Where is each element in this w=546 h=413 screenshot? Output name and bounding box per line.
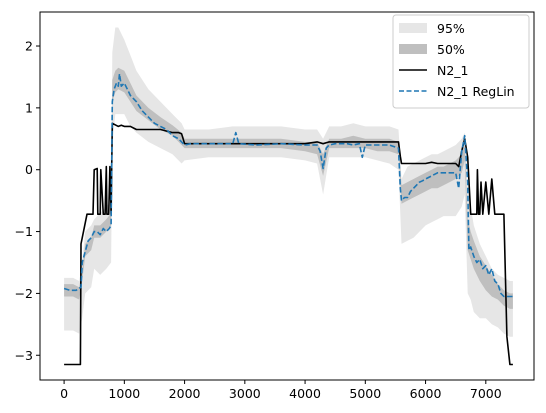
x-tick-label: 4000 <box>289 386 321 401</box>
series-line-n2-1-reglin <box>63 73 513 298</box>
legend-box <box>392 14 530 109</box>
x-tick-label: 6000 <box>410 386 442 401</box>
legend-label: 95% <box>437 21 465 36</box>
y-tick-label: 0 <box>25 162 33 177</box>
x-tick-label: 5000 <box>349 386 381 401</box>
x-axis: 0 1000 2000 3000 4000 5000 6000 7000 <box>60 380 502 401</box>
axes-frame <box>39 11 535 381</box>
band-50 <box>64 67 513 309</box>
plot-area <box>63 27 513 366</box>
confidence-bands <box>64 27 513 337</box>
y-tick-label: −2 <box>15 286 33 301</box>
x-tick-label: 2000 <box>169 386 201 401</box>
legend-label: N2_1 RegLin <box>437 84 515 99</box>
legend-swatch-band50 <box>399 44 427 54</box>
x-tick-label: 7000 <box>470 386 502 401</box>
legend-swatch-band95 <box>399 23 427 33</box>
legend-label: 50% <box>437 42 465 57</box>
y-tick-label: −3 <box>15 348 33 363</box>
x-tick-label: 3000 <box>229 386 261 401</box>
y-axis: −3 −2 −1 0 1 2 <box>15 39 40 363</box>
legend-item: 95% <box>399 21 465 36</box>
x-tick-label: 1000 <box>108 386 140 401</box>
y-tick-label: −1 <box>15 224 33 239</box>
y-tick-label: 2 <box>25 39 33 54</box>
legend-item: N2_1 <box>399 63 469 78</box>
legend-item: 50% <box>399 42 465 57</box>
legend-item: N2_1 RegLin <box>399 84 515 99</box>
x-tick-label: 0 <box>60 386 68 401</box>
y-tick-label: 1 <box>25 100 33 115</box>
legend-label: N2_1 <box>437 63 469 78</box>
series-lines <box>63 73 513 366</box>
legend: 95% 50% N2_1 N2_1 RegLin <box>392 14 530 109</box>
series-line-n2-1 <box>64 122 513 366</box>
